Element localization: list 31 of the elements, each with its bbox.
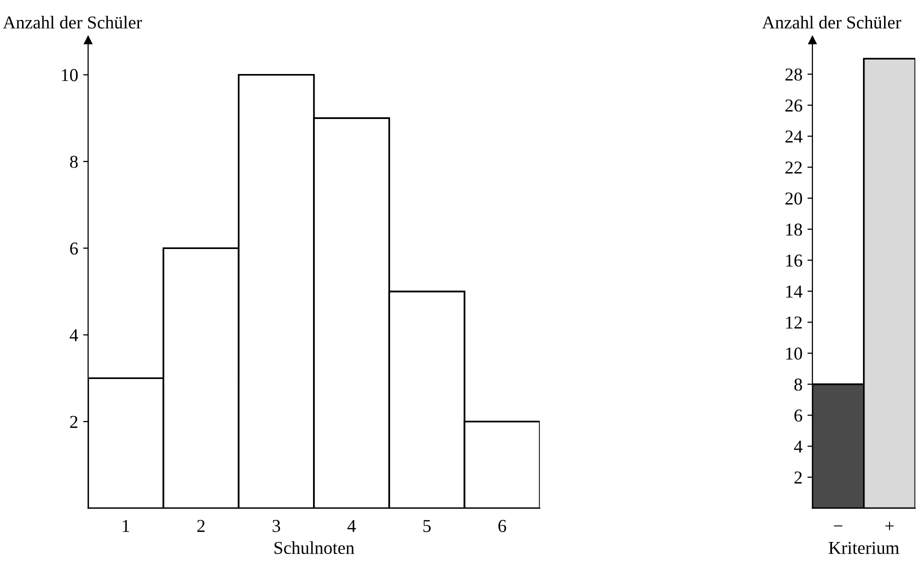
x-tick-label: 6 (498, 520, 506, 532)
y-tick-label: 6 (794, 410, 802, 422)
x-tick-label: 5 (423, 520, 431, 532)
y-tick-label: 14 (786, 286, 802, 298)
y-tick-label: 20 (785, 192, 802, 205)
y-axis-title: Anzahl der Schüler (762, 16, 902, 29)
y-tick-label: 8 (70, 156, 78, 168)
y-tick-label: 2 (794, 472, 802, 484)
x-tick-label: + (885, 522, 894, 530)
y-tick-label: 28 (785, 68, 802, 81)
x-tick-label: 2 (197, 520, 205, 532)
y-tick-label: 12 (786, 316, 802, 328)
x-tick-label: − (834, 525, 842, 526)
y-tick-label: 26 (785, 100, 802, 112)
y-tick-label: 22 (785, 162, 802, 174)
x-axis-title: Schulnoten (274, 541, 354, 554)
y-tick-label: 8 (794, 378, 802, 391)
x-axis-title: Kriterium (828, 542, 900, 554)
x-tick-label: 1 (122, 520, 130, 532)
y-tick-label: 18 (786, 223, 802, 236)
y-tick-label: 6 (70, 242, 78, 255)
y-tick-label: 16 (786, 254, 802, 267)
y-tick-label: 10 (786, 347, 802, 360)
y-tick-label: 4 (70, 329, 78, 342)
y-tick-label: 24 (785, 130, 802, 142)
y-tick-label: 10 (62, 69, 78, 82)
y-axis-title: Anzahl der Schüler (2, 16, 142, 29)
y-tick-label: 4 (794, 440, 802, 453)
y-tick-label: 2 (70, 416, 78, 428)
x-tick-label: 3 (272, 520, 280, 532)
x-tick-label: 4 (347, 520, 356, 532)
